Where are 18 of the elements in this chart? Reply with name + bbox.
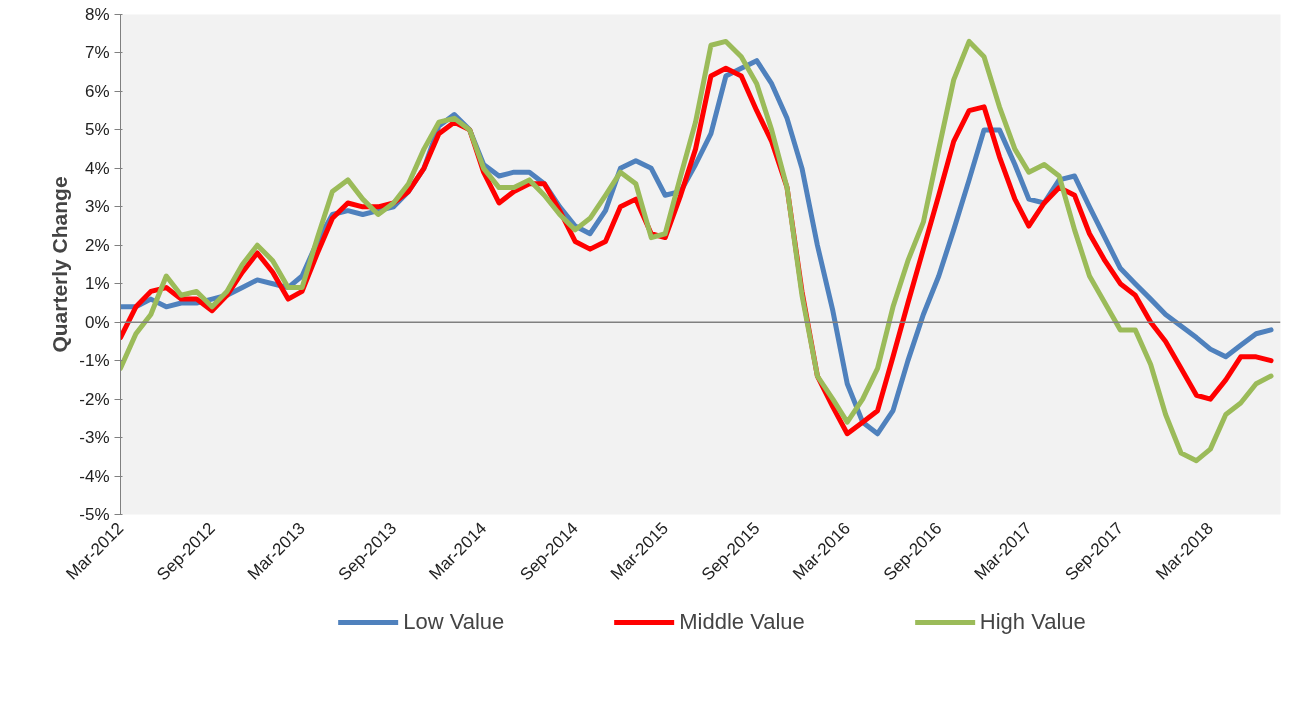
y-tick-label: 2% (84, 235, 110, 255)
y-tick-label: -1% (79, 351, 110, 371)
y-tick-label: -2% (79, 389, 110, 409)
y-tick-label: 4% (84, 158, 110, 178)
y-tick-label: 6% (84, 81, 110, 101)
y-axis-title: Quarterly Change (48, 176, 72, 353)
y-tick-label: 3% (84, 197, 110, 217)
y-tick-label: 5% (84, 120, 110, 140)
legend-label: High Value (979, 609, 1086, 635)
y-tick-label: 0% (84, 312, 110, 332)
y-tick-label: 8% (84, 5, 110, 24)
y-tick-label: -5% (79, 505, 110, 524)
y-tick-label: -3% (79, 428, 110, 448)
y-tick-label: 1% (84, 274, 110, 294)
legend-label: Middle Value (679, 609, 805, 635)
y-tick-label: -4% (79, 466, 110, 486)
legend-label: Low Value (403, 609, 505, 635)
y-tick-label: 7% (84, 43, 110, 63)
